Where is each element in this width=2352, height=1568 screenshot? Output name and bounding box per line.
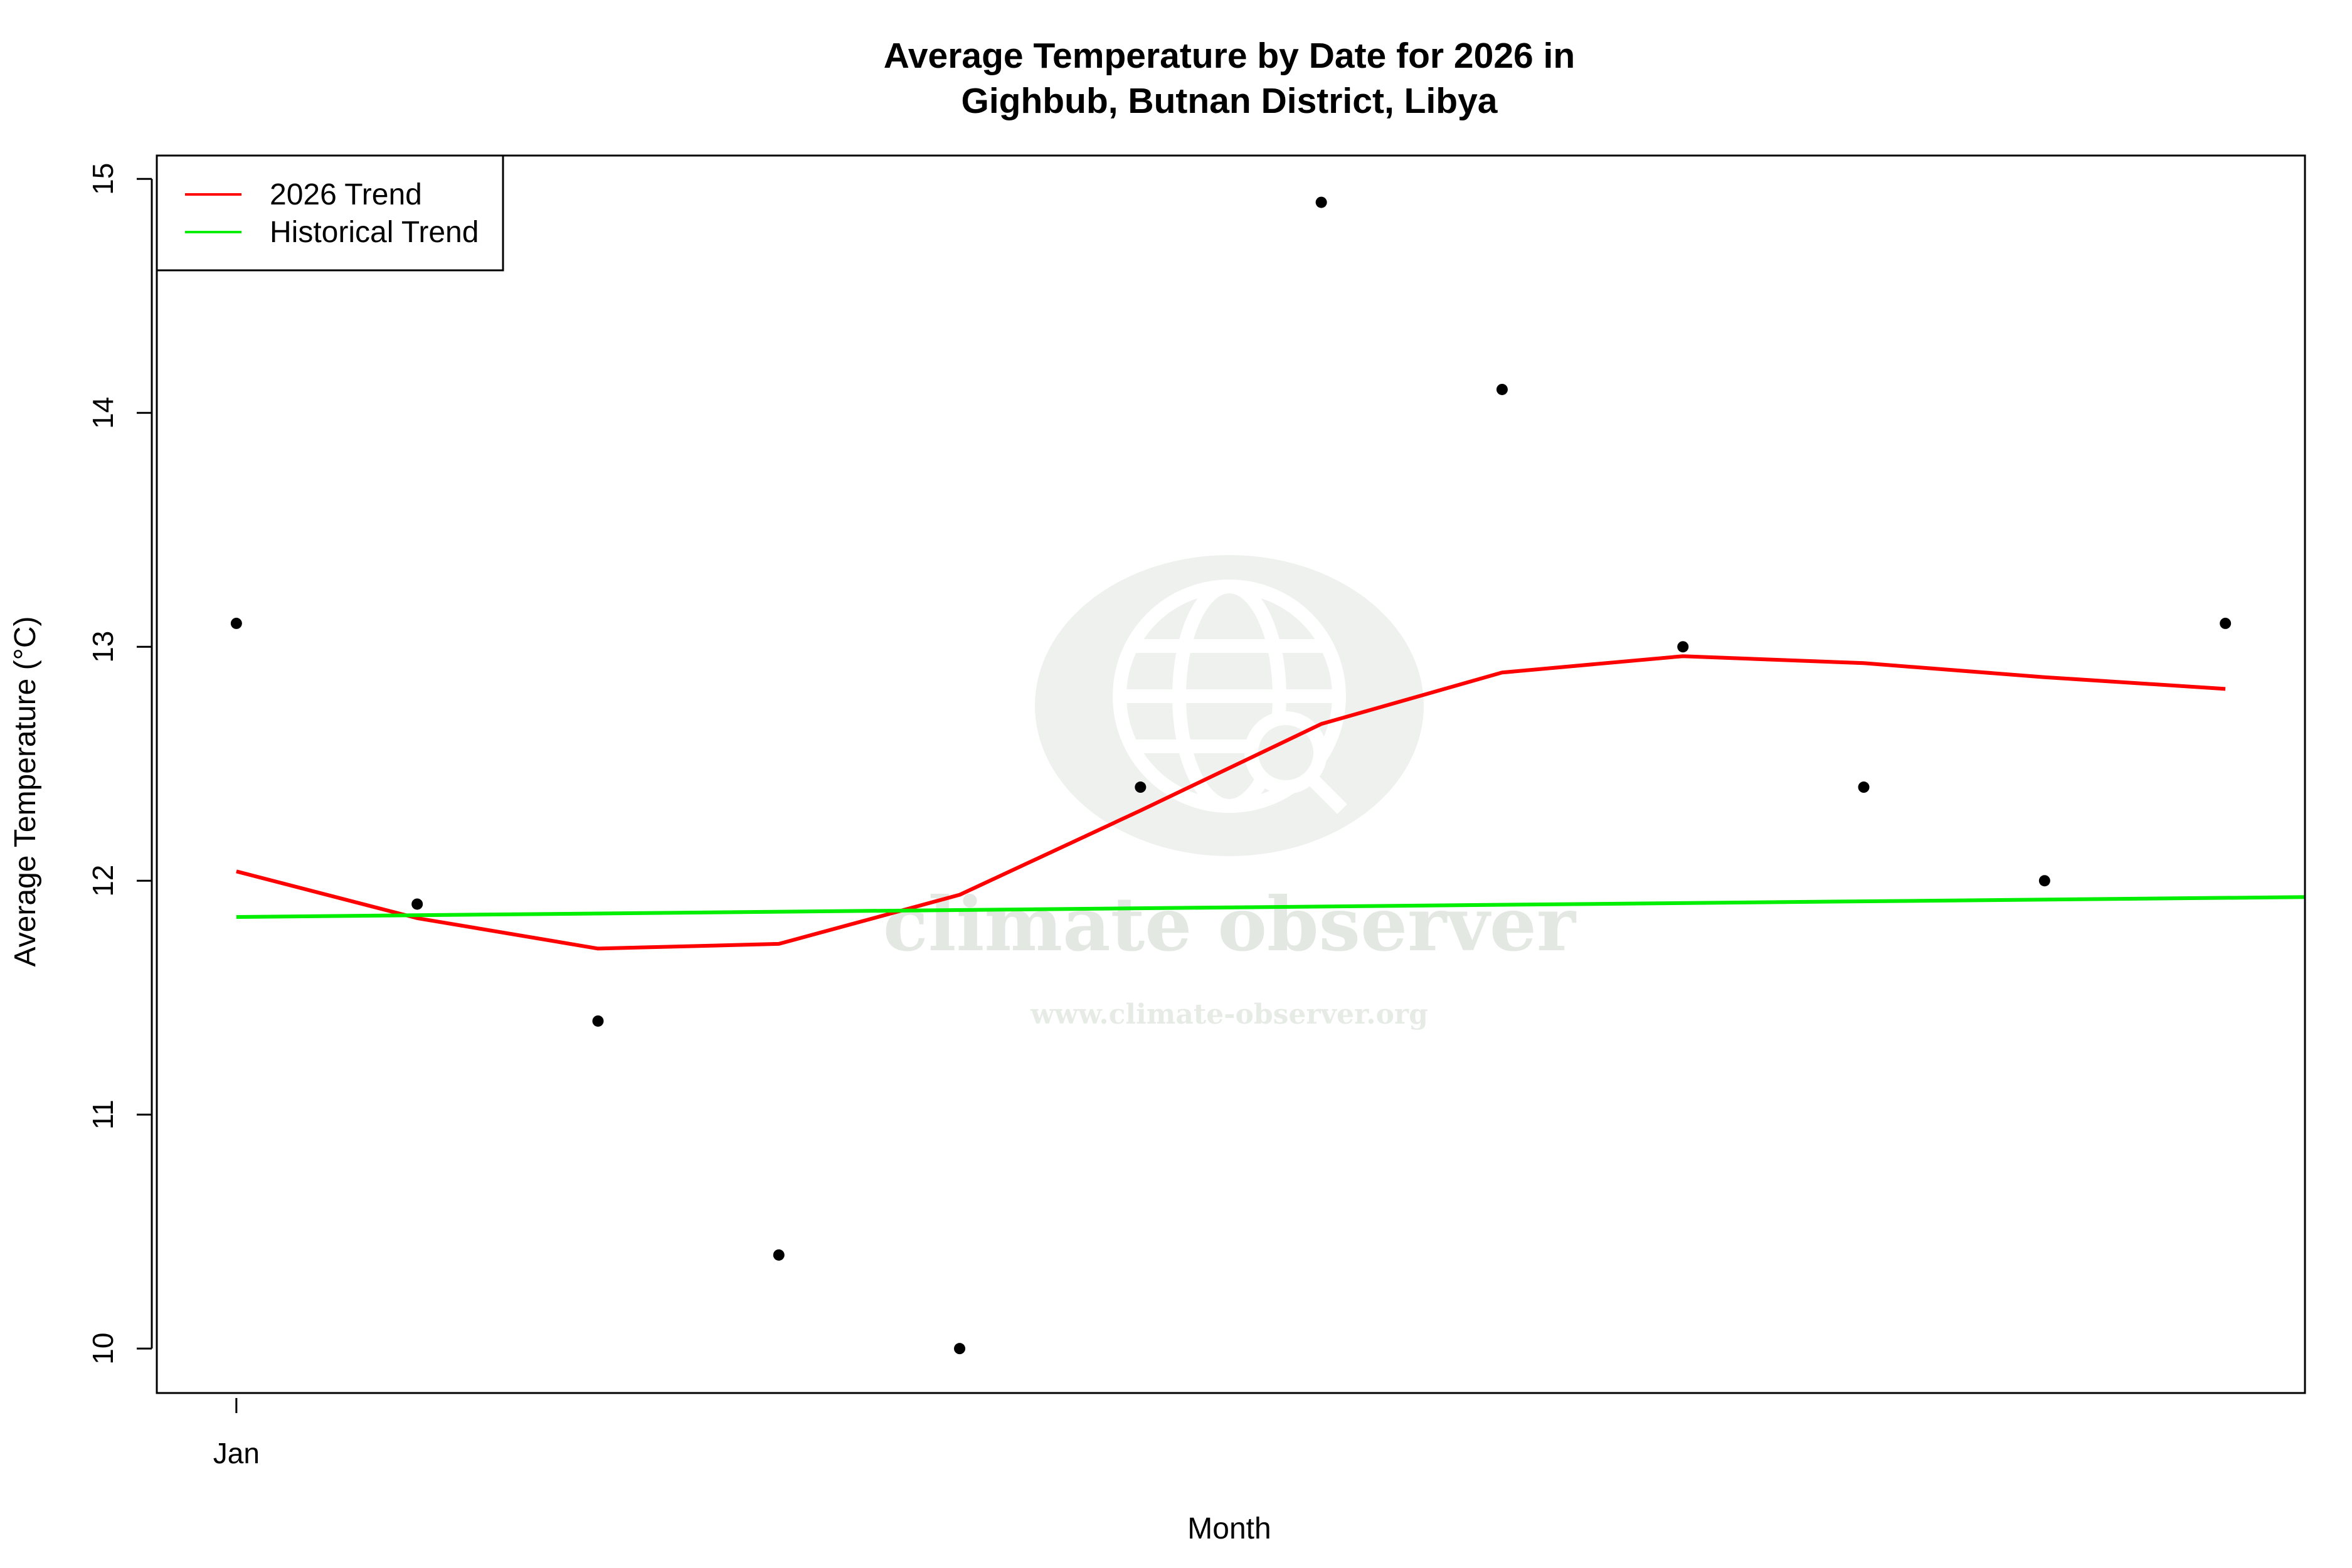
y-tick-label: 15 bbox=[87, 163, 119, 195]
y-tick-label: 14 bbox=[87, 397, 119, 429]
chart-title: Average Temperature by Date for 2026 in bbox=[884, 36, 1575, 76]
data-point bbox=[1858, 781, 1870, 793]
globe-search-icon bbox=[1113, 580, 1347, 814]
y-tick-label: 10 bbox=[87, 1333, 119, 1365]
y-tick-label: 12 bbox=[87, 865, 119, 897]
watermark: climate observer www.climate-observer.or… bbox=[883, 555, 1577, 1030]
y-tick-label: 13 bbox=[87, 631, 119, 663]
legend: 2026 Trend Historical Trend bbox=[156, 154, 504, 272]
x-tick-label: Jan bbox=[213, 1437, 260, 1470]
data-point bbox=[592, 1015, 604, 1027]
data-point bbox=[2220, 617, 2232, 629]
data-point bbox=[230, 617, 242, 629]
trend-lines bbox=[236, 654, 2306, 951]
watermark-brand: climate observer bbox=[883, 881, 1577, 968]
data-points bbox=[230, 196, 2232, 1355]
legend-box bbox=[156, 154, 504, 272]
data-point bbox=[411, 898, 423, 910]
data-point bbox=[2038, 875, 2050, 887]
series-line-2026-trend bbox=[236, 654, 2226, 951]
series-line-historical-trend bbox=[236, 895, 2306, 919]
plot-frame bbox=[156, 154, 2306, 1394]
watermark-ellipse bbox=[1035, 555, 1424, 856]
legend-label-2026-trend: 2026 Trend bbox=[270, 178, 422, 211]
data-point bbox=[954, 1343, 966, 1355]
legend-label-historical-trend: Historical Trend bbox=[270, 216, 479, 249]
x-axis-label: Month bbox=[1187, 1512, 1271, 1545]
data-point bbox=[1135, 781, 1147, 793]
chart-subtitle: Gighbub, Butnan District, Libya bbox=[961, 81, 1498, 121]
y-axis-label: Average Temperature (°C) bbox=[9, 616, 42, 967]
data-point bbox=[1496, 383, 1508, 395]
data-point bbox=[1315, 196, 1327, 208]
axes: 10 11 12 13 14 15 Jan bbox=[87, 163, 260, 1470]
data-point bbox=[1677, 641, 1689, 653]
y-tick-label: 11 bbox=[87, 1099, 119, 1130]
watermark-url: www.climate-observer.org bbox=[1030, 999, 1428, 1030]
data-point bbox=[773, 1249, 785, 1261]
